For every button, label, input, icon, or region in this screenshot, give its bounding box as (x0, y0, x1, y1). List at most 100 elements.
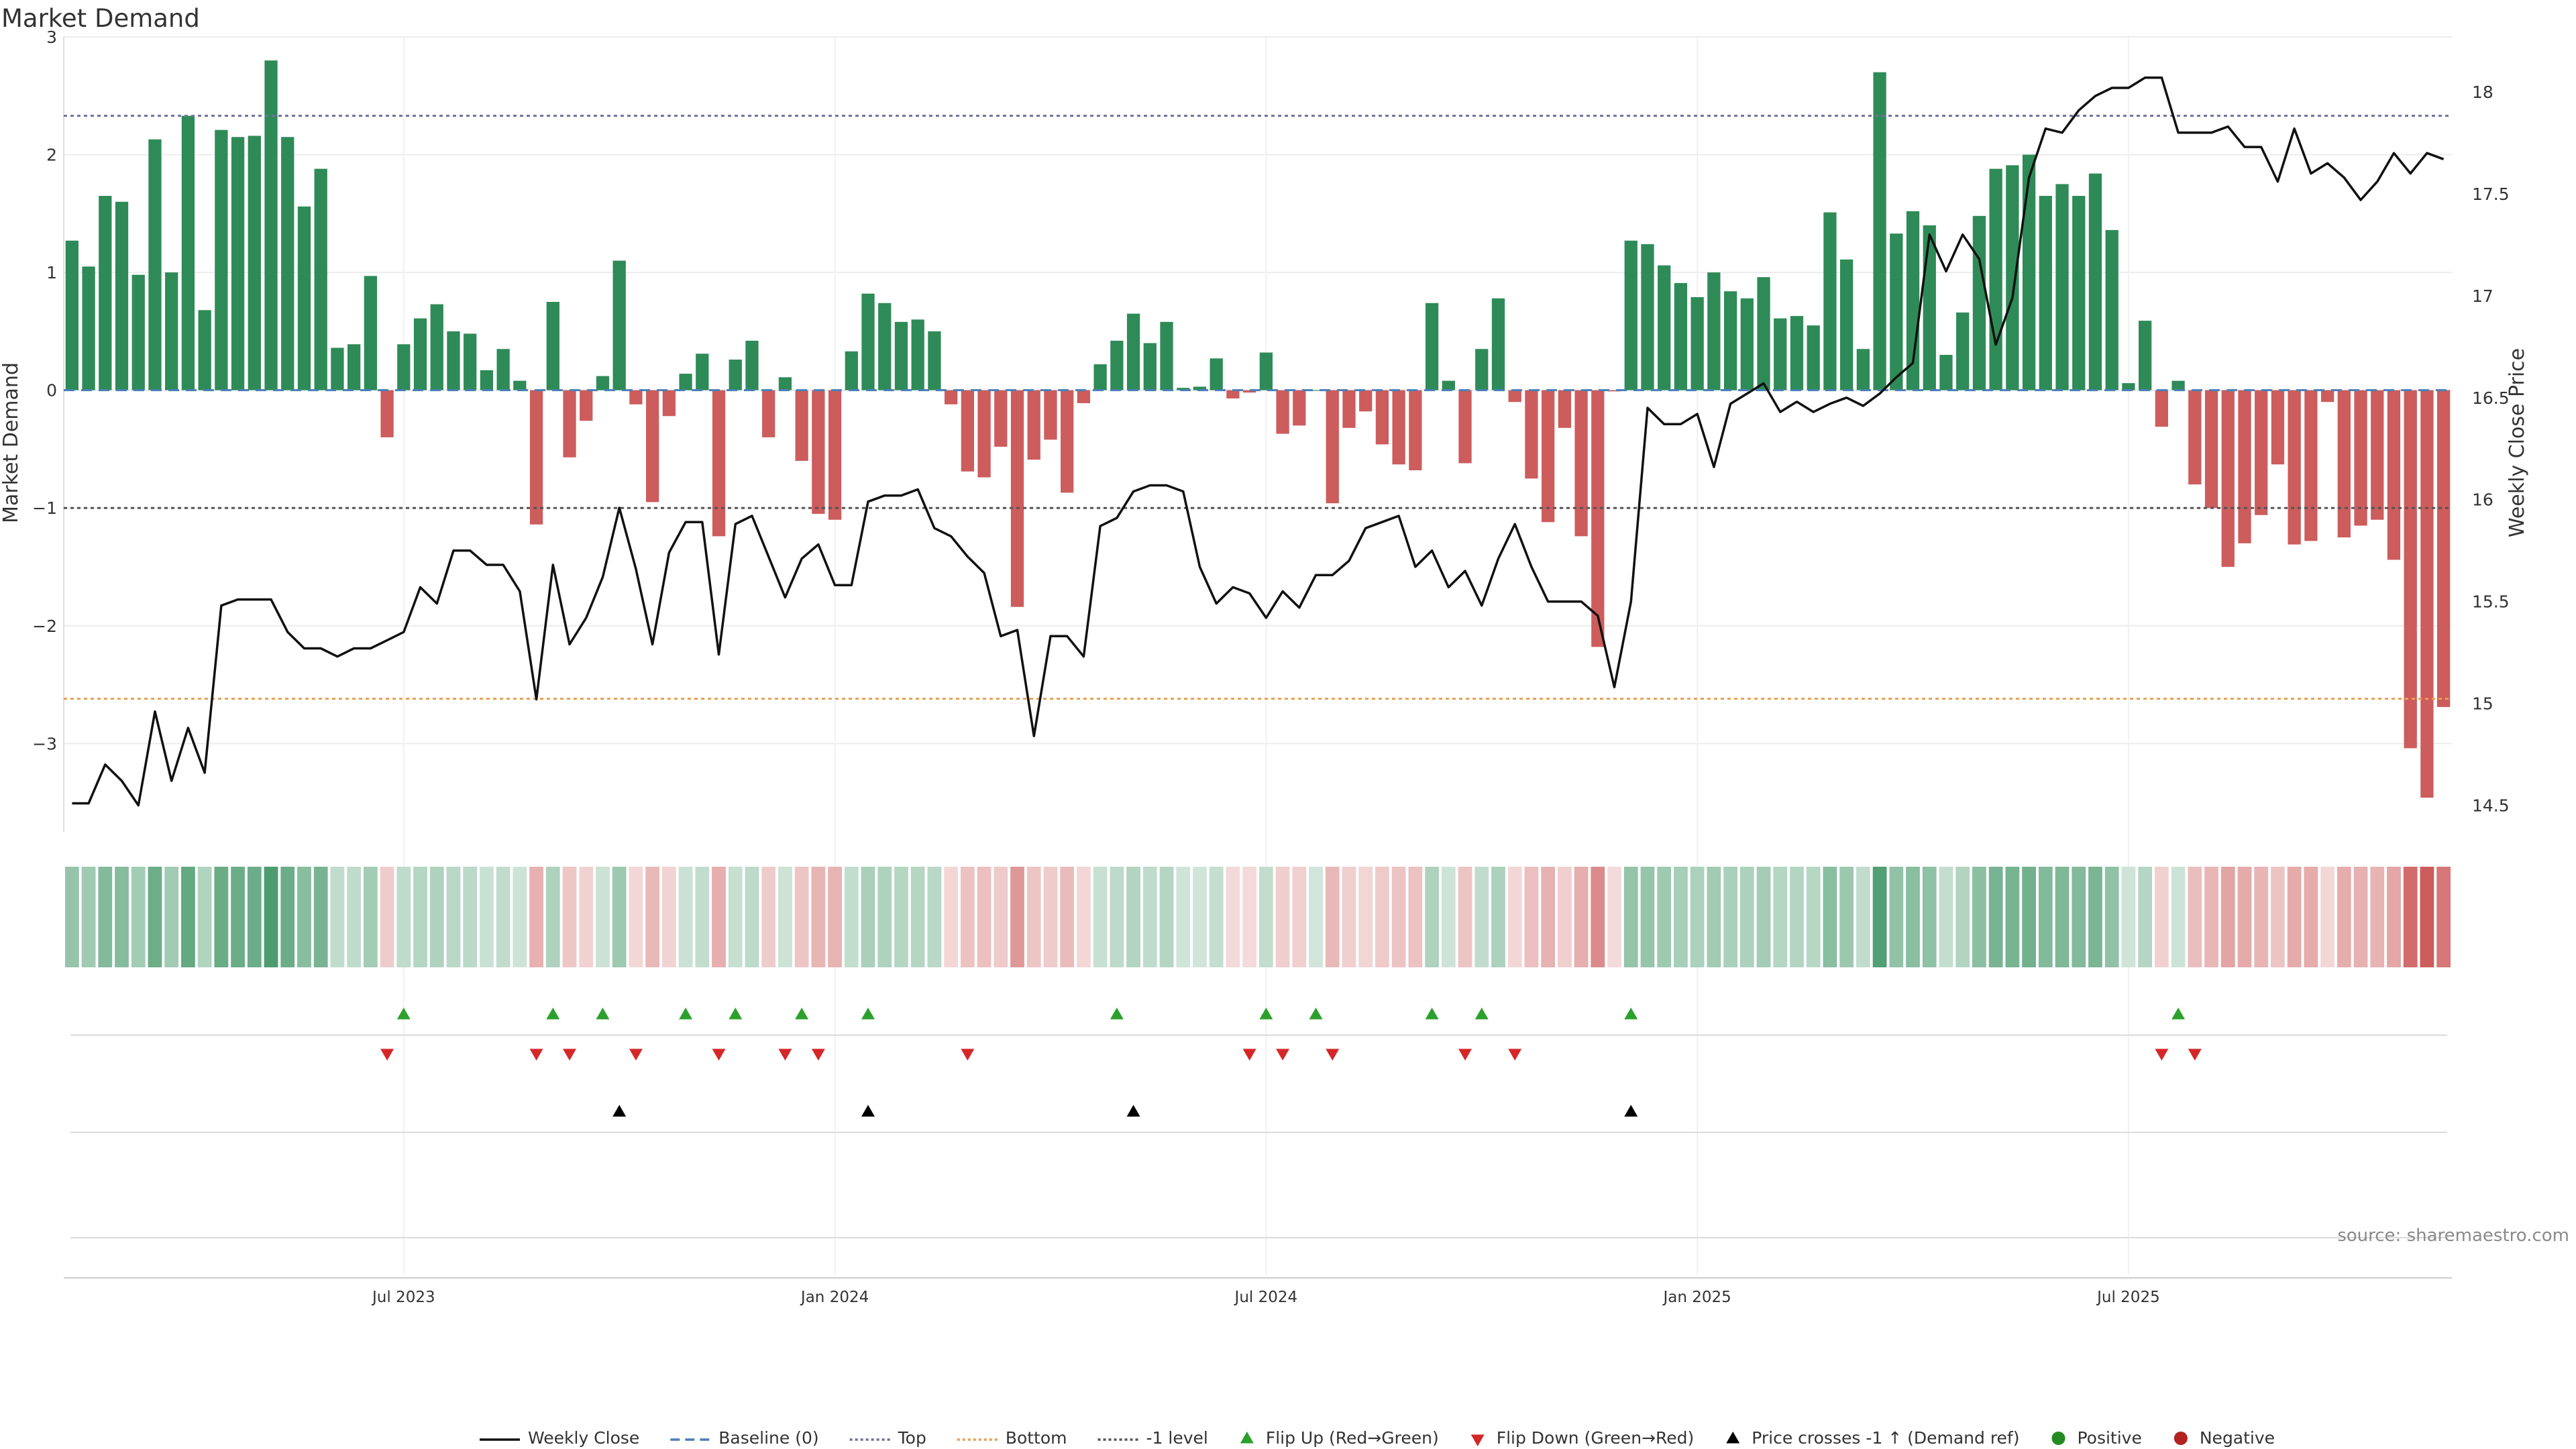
demand-bar (115, 201, 129, 390)
legend-label-9: Negative (2200, 1428, 2275, 1448)
heat-cell (1939, 867, 1953, 967)
demand-bar (2171, 380, 2185, 390)
demand-bar (1856, 349, 1870, 390)
heat-cell (1739, 867, 1754, 967)
heat-cell (1541, 867, 1556, 967)
demand-bar (878, 303, 892, 390)
y2-tick-label: 17.5 (2472, 184, 2510, 204)
heat-cell (264, 867, 278, 967)
heat-cell (1093, 867, 1108, 967)
heat-cell (629, 867, 643, 967)
demand-bar (1458, 390, 1472, 464)
heat-cell (977, 867, 991, 967)
demand-bar (1193, 386, 1207, 390)
demand-bar (1839, 259, 1854, 390)
demand-bar (1525, 390, 1538, 479)
demand-bar (1807, 325, 1820, 390)
heat-cell (695, 867, 710, 967)
demand-bar (1491, 298, 1505, 390)
heat-cell (1391, 867, 1406, 967)
heat-cell (927, 867, 942, 967)
heat-cell (496, 867, 511, 967)
demand-bar (364, 276, 378, 390)
demand-bar (1177, 388, 1190, 390)
y2-tick-label: 17 (2472, 286, 2493, 306)
demand-bar (2204, 390, 2218, 508)
legend-swatch-9 (2174, 1432, 2188, 1445)
flip-down-marker (2155, 1049, 2169, 1061)
flip-up-marker (1474, 1008, 1489, 1020)
heat-cell (960, 867, 975, 967)
demand-bar (1541, 390, 1555, 523)
demand-bar (1242, 390, 1256, 393)
heat-cell (761, 867, 776, 967)
demand-bar (82, 266, 95, 390)
heat-cell (131, 867, 146, 967)
legend-label-4: -1 level (1146, 1428, 1208, 1448)
demand-bar (1276, 390, 1289, 434)
heat-cell (2237, 867, 2252, 967)
demand-bar (1690, 297, 1704, 390)
demand-bar (1890, 233, 1903, 390)
demand-bar (198, 310, 211, 390)
heat-cell (2370, 867, 2385, 967)
demand-bar (894, 321, 908, 390)
heat-cell (1458, 867, 1472, 967)
demand-bar (513, 380, 527, 390)
demand-bar (2088, 173, 2102, 390)
flip-up-marker (1309, 1008, 1323, 1020)
demand-bar (745, 340, 759, 390)
heat-cell (1275, 867, 1290, 967)
heat-cell (778, 867, 792, 967)
demand-bar (795, 390, 808, 461)
demand-bar (1309, 390, 1323, 391)
heat-cell (1491, 867, 1505, 967)
x-tick-label: Jul 2025 (2096, 1289, 2160, 1306)
demand-bar (1359, 390, 1373, 412)
cross-marker (1126, 1105, 1140, 1117)
demand-bar (2304, 390, 2318, 541)
flip-down-marker (811, 1049, 825, 1061)
flip-down-marker (380, 1049, 394, 1061)
demand-bar (1044, 390, 1057, 440)
y-tick-label: 2 (46, 146, 57, 165)
demand-bar (314, 168, 327, 390)
heat-cell (148, 867, 162, 967)
cross-marker (861, 1105, 875, 1117)
demand-bar (496, 349, 510, 390)
demand-bar (911, 319, 924, 390)
demand-bar (629, 390, 643, 405)
weekly-close-path (72, 76, 2445, 807)
demand-bar (1989, 168, 2002, 390)
signal-markers (70, 1008, 2447, 1238)
legend-swatch-8 (2051, 1432, 2065, 1445)
legend-swatch-5 (1240, 1432, 1254, 1444)
demand-bar (2039, 196, 2052, 390)
demand-bar (65, 240, 79, 390)
demand-bar (944, 390, 958, 405)
flip-down-marker (1326, 1049, 1340, 1061)
flip-down-marker (1508, 1049, 1522, 1061)
x-axis: Jul 2023 Jan 2024 Jul 2024 Jan 2025 Jul 2025 (64, 1277, 2452, 1306)
heat-cell (1043, 867, 1058, 967)
heat-cell (2387, 867, 2401, 967)
heat-cell (794, 867, 809, 967)
demand-bar (1790, 316, 1804, 390)
flip-up-marker (861, 1008, 875, 1020)
demand-bar (2436, 390, 2451, 707)
demand-bar (1574, 390, 1588, 537)
heat-cell (2138, 867, 2153, 967)
legend-label-2: Top (898, 1428, 926, 1448)
heat-cell (1010, 867, 1024, 967)
heat-cell (1806, 867, 1821, 967)
demand-bar (679, 374, 692, 390)
demand-bar (1591, 390, 1605, 647)
heat-cell (1309, 867, 1323, 967)
demand-bar (961, 390, 975, 472)
flip-down-marker (2188, 1049, 2202, 1061)
heat-cell (1839, 867, 1854, 967)
heat-cell (2420, 867, 2434, 967)
demand-bar (2221, 390, 2235, 567)
demand-bar (1873, 72, 1886, 390)
heat-cell (2220, 867, 2235, 967)
